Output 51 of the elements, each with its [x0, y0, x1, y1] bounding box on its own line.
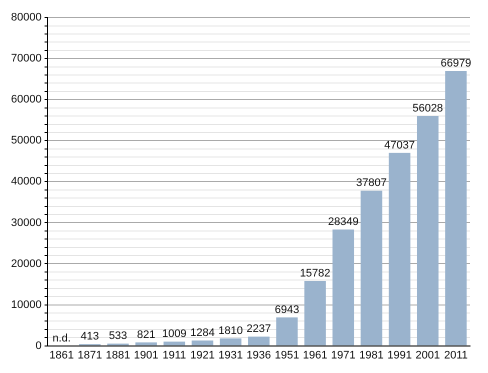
- data-label: 1810: [218, 324, 243, 337]
- x-tick-label: 1861: [49, 349, 74, 362]
- bar: [135, 342, 157, 346]
- x-tick-label: 1981: [359, 349, 384, 362]
- x-tick-label: 1901: [134, 349, 158, 362]
- y-tick-label: 10000: [10, 298, 42, 311]
- data-label: 66979: [440, 58, 472, 70]
- data-label: 1009: [162, 328, 187, 340]
- data-label: 47037: [384, 139, 415, 152]
- x-tick-label: 1971: [331, 349, 356, 362]
- x-tick-label: 1936: [246, 349, 272, 362]
- y-tick-label: 0: [35, 340, 42, 352]
- bar: [220, 338, 242, 346]
- bar: [276, 317, 298, 346]
- data-label: 2237: [246, 323, 272, 336]
- bar: [416, 116, 439, 346]
- bar: [445, 71, 467, 346]
- bar: [192, 340, 214, 346]
- y-tick-label: 80000: [10, 12, 42, 24]
- x-tick-label: 1911: [162, 349, 186, 362]
- text: n.d.: [52, 332, 71, 344]
- y-tick-label: 60000: [10, 94, 42, 106]
- x-tick-label: 2001: [416, 349, 440, 362]
- x-tick-label: 1961: [302, 349, 328, 362]
- data-label: 533: [108, 330, 128, 342]
- data-label: 821: [136, 328, 156, 341]
- y-tick-label: 20000: [10, 258, 42, 270]
- data-label: 15782: [300, 268, 330, 280]
- x-tick-label: 2011: [444, 349, 468, 362]
- bar: [388, 152, 410, 346]
- data-label: 413: [80, 330, 100, 343]
- x-tick-label: 1921: [190, 349, 215, 362]
- y-tick-label: 30000: [10, 216, 42, 229]
- bar: [360, 190, 382, 346]
- bar: [248, 336, 270, 346]
- data-label: 6943: [274, 304, 300, 316]
- data-label: 37807: [356, 177, 387, 190]
- bar: [332, 230, 354, 346]
- y-tick-label: 50000: [10, 134, 42, 147]
- y-tick-label: 70000: [10, 52, 42, 65]
- x-tick-label: 1931: [218, 349, 243, 362]
- bar: [164, 342, 186, 346]
- x-tick-label: 1991: [387, 349, 412, 362]
- x-tick-label: 1871: [78, 349, 102, 362]
- x-tick-label: 1951: [274, 349, 300, 362]
- y-tick-label: 40000: [10, 176, 42, 188]
- data-label: 28349: [328, 216, 359, 228]
- bar: [304, 281, 326, 346]
- data-label: 1284: [190, 327, 215, 340]
- data-label: 56028: [412, 102, 444, 114]
- x-tick-label: 1881: [106, 349, 130, 362]
